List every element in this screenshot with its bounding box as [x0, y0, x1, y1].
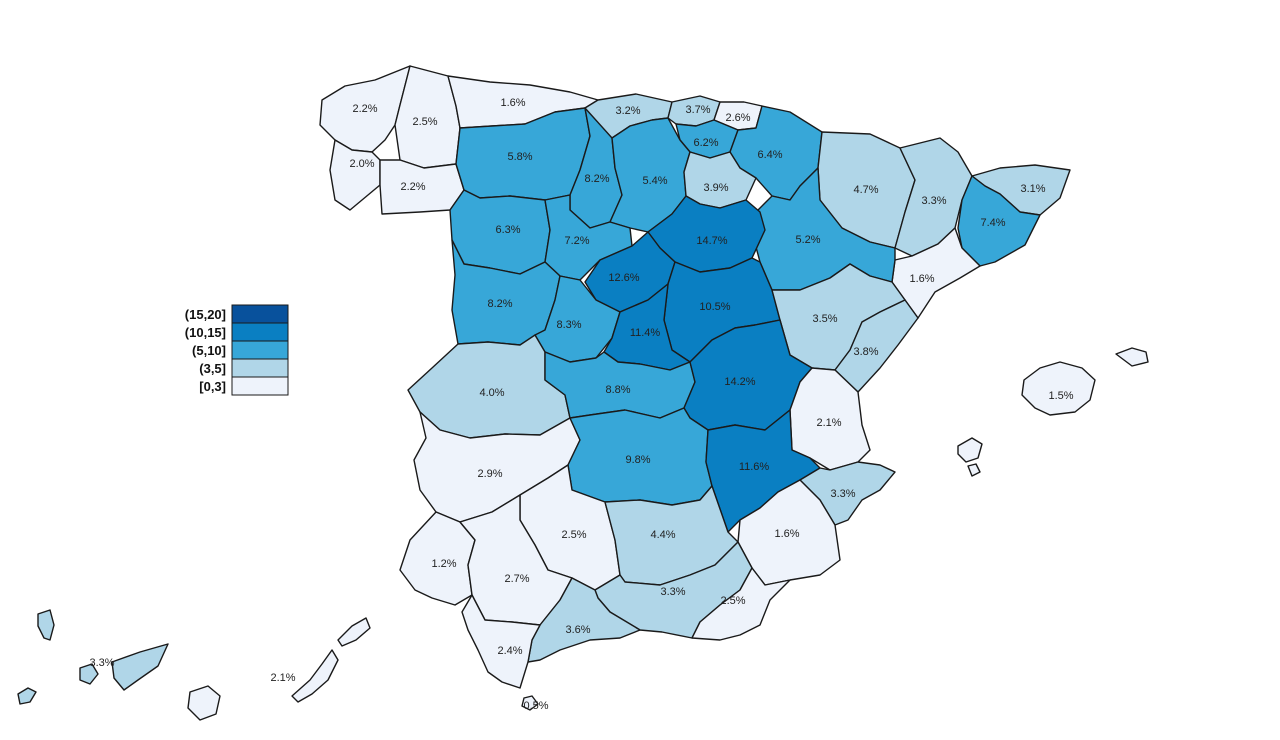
label-almeria: 2.5% [720, 595, 745, 607]
label-malaga: 3.6% [565, 624, 590, 636]
region-castellon [834, 299, 919, 393]
label-tarragona: 1.6% [909, 273, 934, 285]
label-caceres: 4.0% [479, 387, 504, 399]
label-asturias: 1.6% [500, 97, 525, 109]
label-barcelona: 7.4% [980, 217, 1005, 229]
label-salamanca: 8.2% [487, 298, 512, 310]
region-fuerteventura [291, 649, 339, 703]
region-menorca [1115, 347, 1149, 367]
region-labels: 2.2% 2.5% 1.6% 2.0% 2.2% 3.2% 3.7% 2.6% … [89, 97, 1073, 712]
region-a_coruna [319, 65, 411, 153]
legend: (15,20] (10,15] (5,10] (3,5] [0,3] [185, 304, 289, 396]
region-lanzarote [337, 617, 371, 647]
label-valencia: 2.1% [816, 417, 841, 429]
label-bizkaia: 3.7% [685, 104, 710, 116]
region-el_hierro [17, 687, 37, 705]
label-soria: 14.7% [696, 235, 727, 247]
label-valladolid: 7.2% [564, 235, 589, 247]
legend-swatch-2 [231, 340, 289, 360]
region-la_gomera [79, 663, 99, 685]
label-alava: 6.2% [693, 137, 718, 149]
label-lleida: 3.3% [921, 195, 946, 207]
label-a_coruna: 2.2% [352, 103, 377, 115]
label-guadalajara: 10.5% [699, 301, 730, 313]
legend-swatch-4 [231, 376, 289, 396]
label-mallorca: 1.5% [1048, 390, 1073, 402]
label-girona: 3.1% [1020, 183, 1045, 195]
label-cadiz: 2.4% [497, 645, 522, 657]
label-pontevedra: 2.0% [349, 158, 374, 170]
region-gran_canaria [187, 685, 221, 721]
label-huelva: 1.2% [431, 558, 456, 570]
region-barcelona [957, 175, 1041, 267]
legend-label-0: (15,20] [185, 307, 226, 322]
label-murcia: 1.6% [774, 528, 799, 540]
label-segovia: 12.6% [608, 272, 639, 284]
label-sevilla: 2.7% [504, 573, 529, 585]
region-almeria [691, 567, 791, 641]
label-la_rioja: 3.9% [703, 182, 728, 194]
label-cordoba: 2.5% [561, 529, 586, 541]
label-albacete: 11.6% [739, 461, 770, 473]
label-ceuta: 0.5% [523, 700, 548, 712]
region-ibiza [957, 437, 983, 463]
region-ceuta [521, 695, 539, 711]
region-formentera [967, 463, 981, 477]
label-toledo: 8.8% [605, 384, 630, 396]
label-madrid: 11.4% [630, 327, 661, 339]
legend-label-1: (10,15] [185, 325, 226, 340]
label-granada: 3.3% [660, 586, 685, 598]
region-mallorca [1021, 361, 1096, 416]
legend-label-3: (3,5] [199, 361, 226, 376]
provinces [17, 65, 1149, 721]
label-lugo: 2.5% [412, 116, 437, 128]
label-leon: 5.8% [507, 151, 532, 163]
label-burgos: 5.4% [642, 175, 667, 187]
label-huesca: 4.7% [853, 184, 878, 196]
label-cantabria: 3.2% [615, 105, 640, 117]
label-navarra: 6.4% [757, 149, 782, 161]
label-badajoz: 2.9% [477, 468, 502, 480]
legend-label-4: [0,3] [199, 379, 226, 394]
label-palencia: 8.2% [584, 173, 609, 185]
label-zaragoza: 5.2% [795, 234, 820, 246]
label-jaen: 4.4% [650, 529, 675, 541]
region-cadiz [461, 594, 541, 689]
label-ourense: 2.2% [400, 181, 425, 193]
label-teruel: 3.5% [812, 313, 837, 325]
legend-label-2: (5,10] [192, 343, 226, 358]
label-zamora: 6.3% [495, 224, 520, 236]
label-cuenca: 14.2% [724, 376, 755, 388]
legend-swatch-3 [231, 358, 289, 378]
legend-swatch-1 [231, 322, 289, 342]
label-las_palmas: 2.1% [270, 672, 295, 684]
label-tenerife: 3.3% [89, 657, 114, 669]
legend-swatch-0 [231, 304, 289, 324]
label-ciudad_real: 9.8% [625, 454, 650, 466]
label-castellon: 3.8% [853, 346, 878, 358]
region-la_palma [37, 609, 55, 641]
label-alicante: 3.3% [830, 488, 855, 500]
region-tenerife [111, 643, 169, 691]
label-avila: 8.3% [556, 319, 581, 331]
label-gipuzkoa: 2.6% [725, 112, 750, 124]
